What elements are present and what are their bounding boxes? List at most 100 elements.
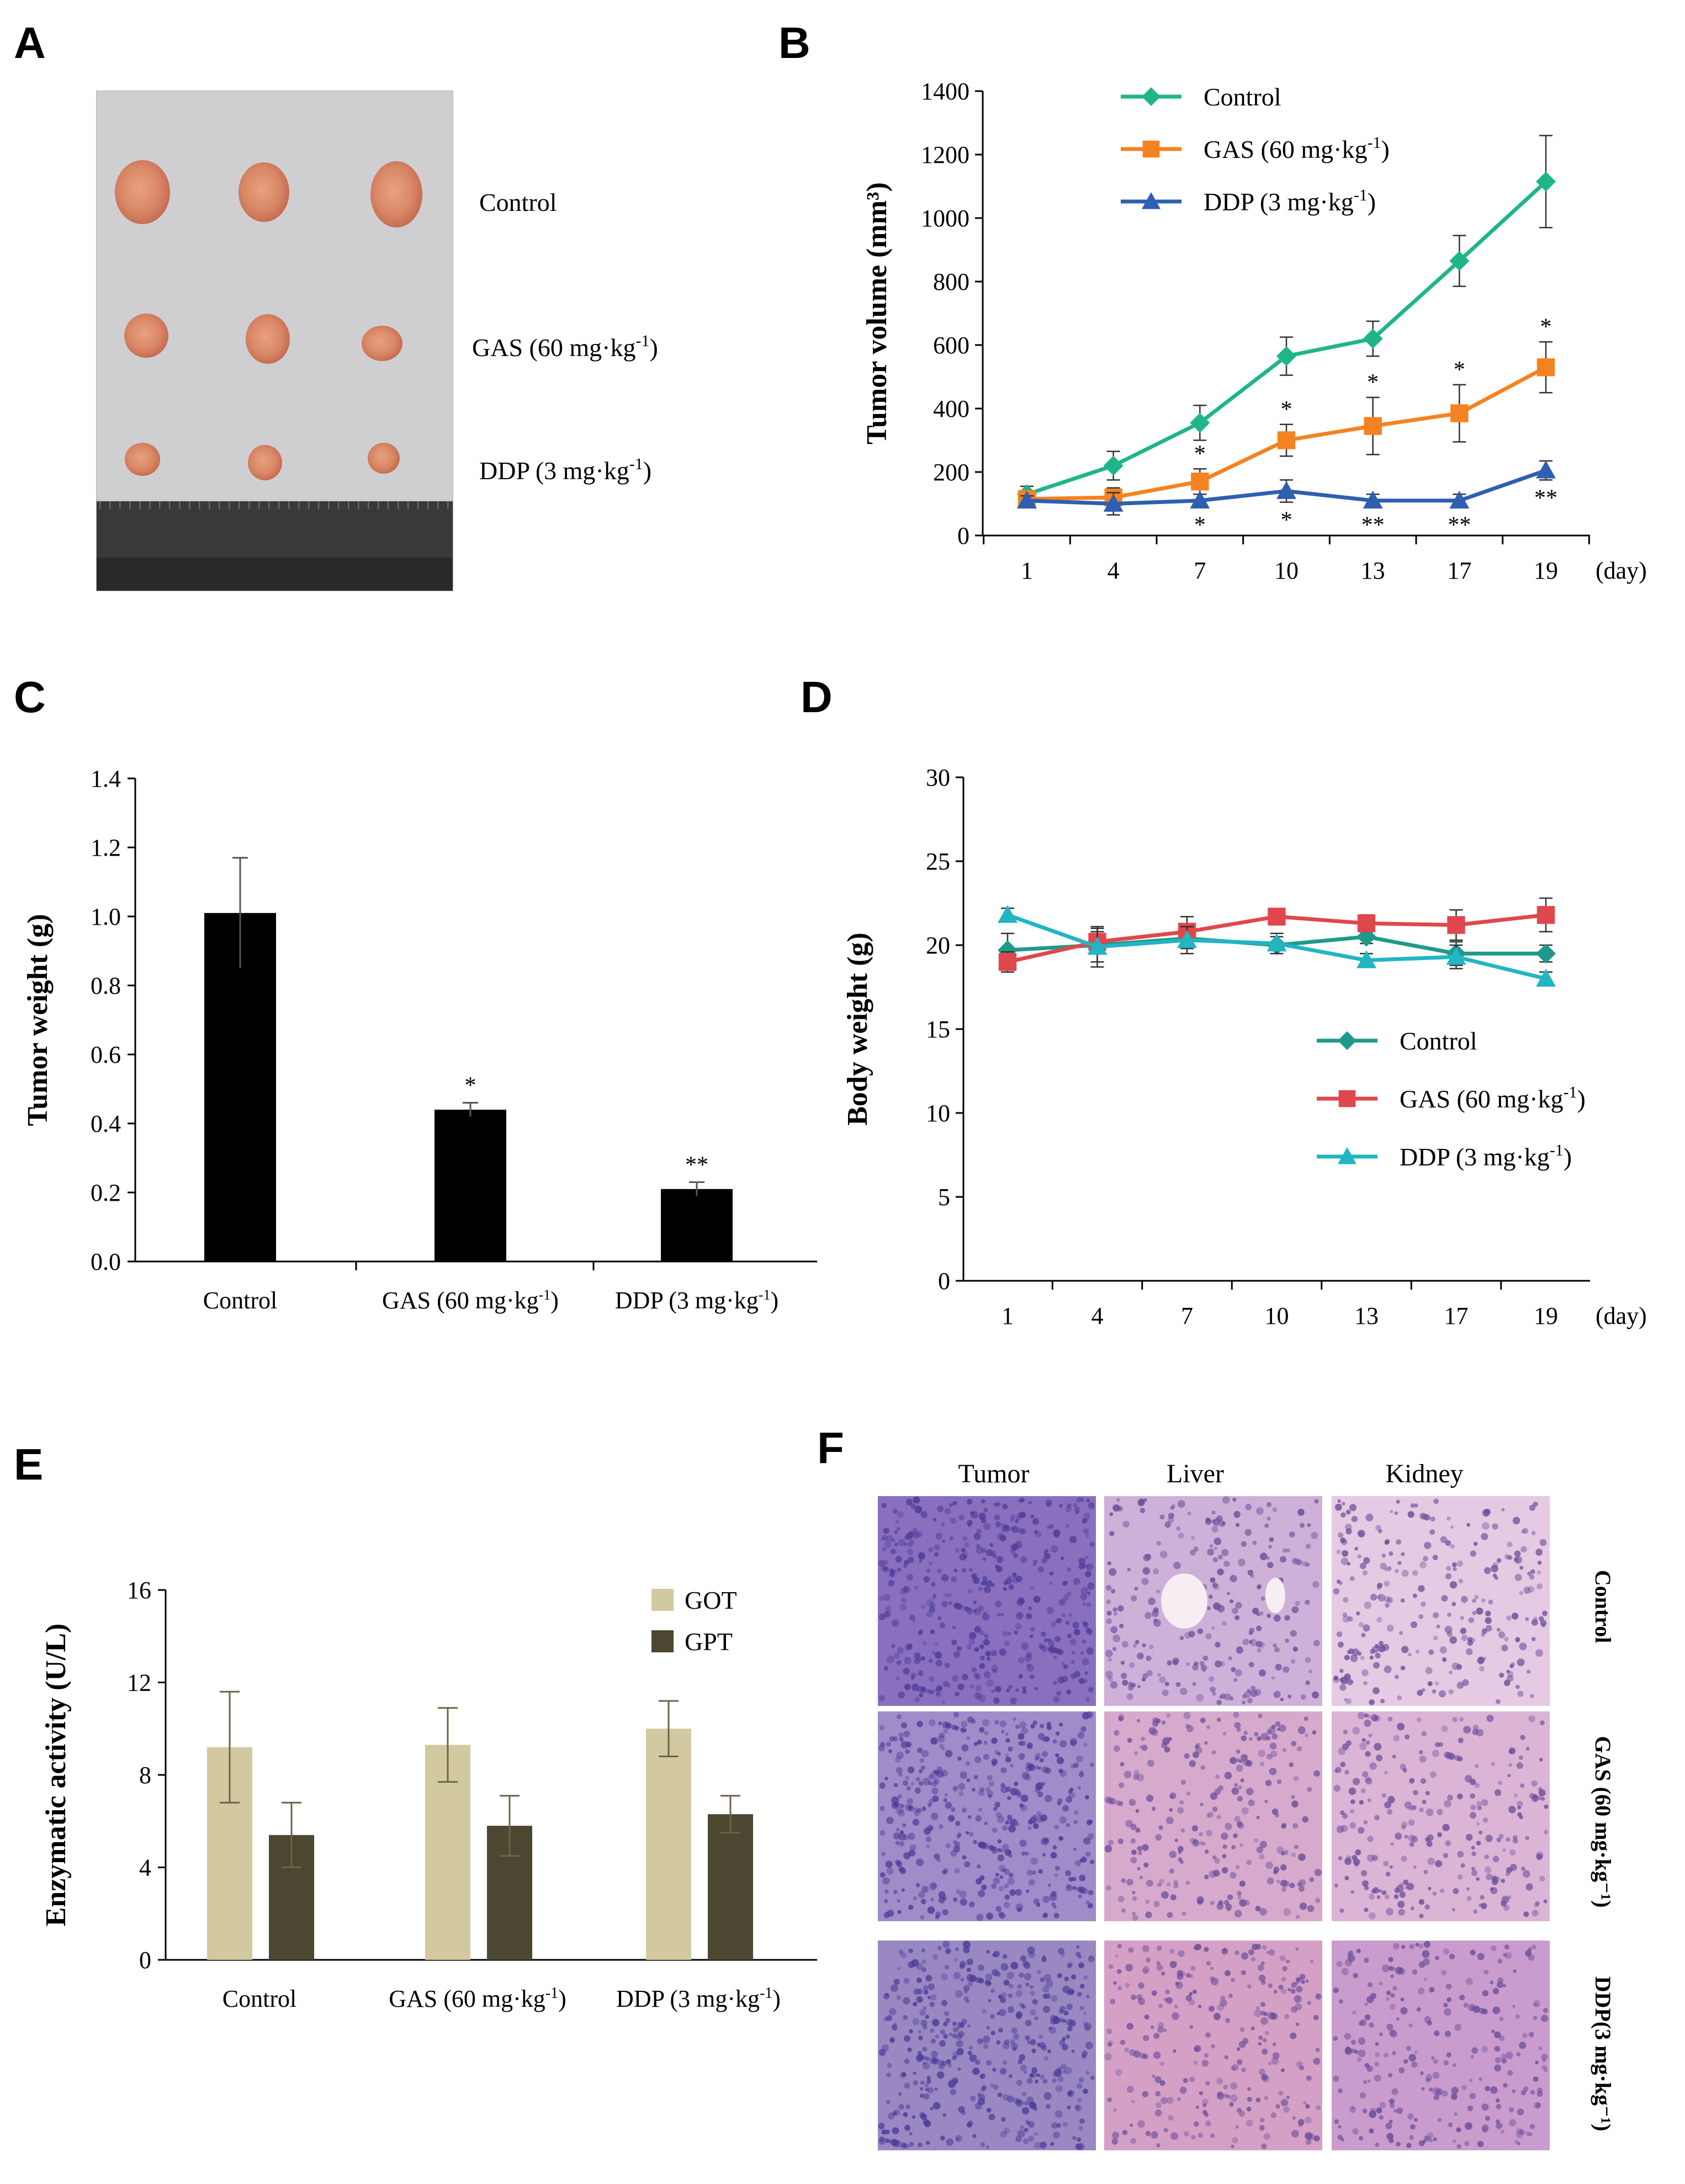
data-point <box>1363 328 1383 349</box>
y-tick-label: 1.2 <box>91 834 121 861</box>
x-tick-label: 17 <box>1447 557 1471 584</box>
legend-marker <box>1142 192 1161 209</box>
histology-tile <box>878 1496 1096 1706</box>
x-tick-label: 13 <box>1361 557 1385 584</box>
series-2 <box>998 905 1556 987</box>
data-point <box>998 953 1017 971</box>
y-tick-label: 0.4 <box>91 1110 121 1137</box>
legend-marker <box>1142 140 1160 158</box>
data-point <box>1536 171 1556 192</box>
photo-label-ddp: DDP (3 mg·kg-1) <box>479 455 651 485</box>
chart-tumor-volume: 0 200 400 600 800 1000 1200 1400 1 4 7 10 13 17 19 (day… <box>861 78 1647 584</box>
series-2: * * ** **** <box>1017 460 1557 538</box>
data-point <box>1276 346 1296 367</box>
legend-swatch <box>651 1589 674 1611</box>
panel-label-b: B <box>778 18 810 67</box>
tumor-sample <box>248 445 282 480</box>
y-tick-label: 400 <box>933 395 969 422</box>
data-point <box>1357 950 1376 968</box>
significance-mark: * <box>1194 512 1206 538</box>
y-tick-label: 10 <box>926 1100 950 1127</box>
photo-label-gas: GAS (60 mg·kg-1) <box>472 332 658 362</box>
data-point <box>1536 968 1556 987</box>
panel-label-a: A <box>14 18 46 67</box>
significance-mark: * <box>1194 441 1206 467</box>
y-tick-label: 0 <box>938 1268 950 1295</box>
x-tick-label: 1 <box>1021 557 1033 584</box>
x-tick-label: 10 <box>1274 557 1299 584</box>
data-point <box>1190 490 1210 509</box>
significance-mark: * <box>1454 357 1465 383</box>
data-point <box>1447 916 1465 934</box>
legend-label: GPT <box>685 1628 733 1656</box>
histology-row-gas: GAS (60 mg·kg⁻¹) <box>1591 1736 1615 1908</box>
y-axis-title: Body weight (g) <box>842 932 873 1126</box>
significance-mark: ** <box>685 1152 708 1178</box>
y-tick-label: 30 <box>926 764 950 791</box>
x-tick-label: 17 <box>1444 1302 1469 1329</box>
photo-label-control: Control <box>479 188 557 216</box>
tumor-sample <box>124 314 168 358</box>
y-tick-label: 4 <box>139 1854 151 1881</box>
category-label: GAS (60 mg·kg-1) <box>389 1985 566 2012</box>
data-point <box>1103 455 1124 476</box>
x-tick-label: 19 <box>1534 1302 1558 1329</box>
histology-tile <box>878 1711 1096 1921</box>
legend-marker <box>1142 87 1161 106</box>
y-tick-label: 0 <box>957 522 969 549</box>
histology-tile <box>1332 1941 1550 2150</box>
legend-label: GAS (60 mg·kg-1) <box>1400 1083 1586 1113</box>
bar <box>435 1110 506 1261</box>
y-tick-label: 0.0 <box>91 1248 121 1275</box>
bar <box>204 913 276 1261</box>
legend-label: Control <box>1400 1027 1477 1055</box>
data-point <box>1191 473 1209 491</box>
histology-column-tumor: Tumor <box>958 1459 1030 1488</box>
y-tick-label: 800 <box>933 268 969 295</box>
data-point <box>1363 490 1383 509</box>
tumor-sample <box>368 443 400 474</box>
data-point <box>998 905 1018 923</box>
data-point <box>1536 460 1556 479</box>
histology-row-control: Control <box>1591 1570 1615 1644</box>
legend-marker <box>1338 1090 1356 1107</box>
data-point <box>1268 908 1286 926</box>
data-point <box>1449 490 1470 509</box>
legend-label: DDP (3 mg·kg-1) <box>1204 186 1376 216</box>
significance-mark: ** <box>1534 485 1557 511</box>
histology-tile <box>1332 1496 1550 1706</box>
category-label: Control <box>222 1985 296 2012</box>
y-tick-label: 25 <box>926 848 950 875</box>
data-point <box>1364 417 1382 435</box>
tumor-sample <box>115 160 170 224</box>
data-point <box>1276 481 1296 499</box>
ruler <box>97 501 453 591</box>
category-label: DDP (3 mg·kg-1) <box>616 1985 781 2012</box>
data-point <box>1087 937 1108 955</box>
bar-gpt <box>708 1814 753 1960</box>
x-tick-label: 10 <box>1265 1302 1289 1329</box>
data-point <box>1277 431 1296 449</box>
x-tick-label: 1 <box>1002 1302 1014 1329</box>
significance-mark: * <box>1540 314 1552 340</box>
data-point <box>1536 358 1555 377</box>
y-tick-label: 1.0 <box>91 903 121 930</box>
bar-got <box>646 1729 691 1960</box>
y-axis-title: Tumor weight (g) <box>22 914 54 1126</box>
significance-mark: * <box>1281 508 1292 533</box>
legend: Control GAS (60 mg·kg-1) DDP (3 mg·kg-1) <box>1317 1027 1586 1171</box>
data-point <box>1177 930 1197 948</box>
significance-mark: ** <box>1361 512 1385 538</box>
data-point <box>1450 404 1469 422</box>
histology-column-kidney: Kidney <box>1385 1459 1463 1488</box>
y-tick-label: 16 <box>127 1577 151 1604</box>
legend-label: Control <box>1204 83 1281 111</box>
panel-label-c: C <box>14 672 46 722</box>
significance-mark: ** <box>1448 512 1471 538</box>
legend: Control GAS (60 mg·kg-1) DDP (3 mg·kg-1) <box>1121 83 1390 216</box>
category-label: DDP (3 mg·kg-1) <box>615 1287 778 1314</box>
tumor-sample <box>362 326 402 361</box>
tumor-sample <box>370 161 422 227</box>
y-tick-label: 12 <box>127 1669 151 1697</box>
data-point <box>1446 947 1466 965</box>
